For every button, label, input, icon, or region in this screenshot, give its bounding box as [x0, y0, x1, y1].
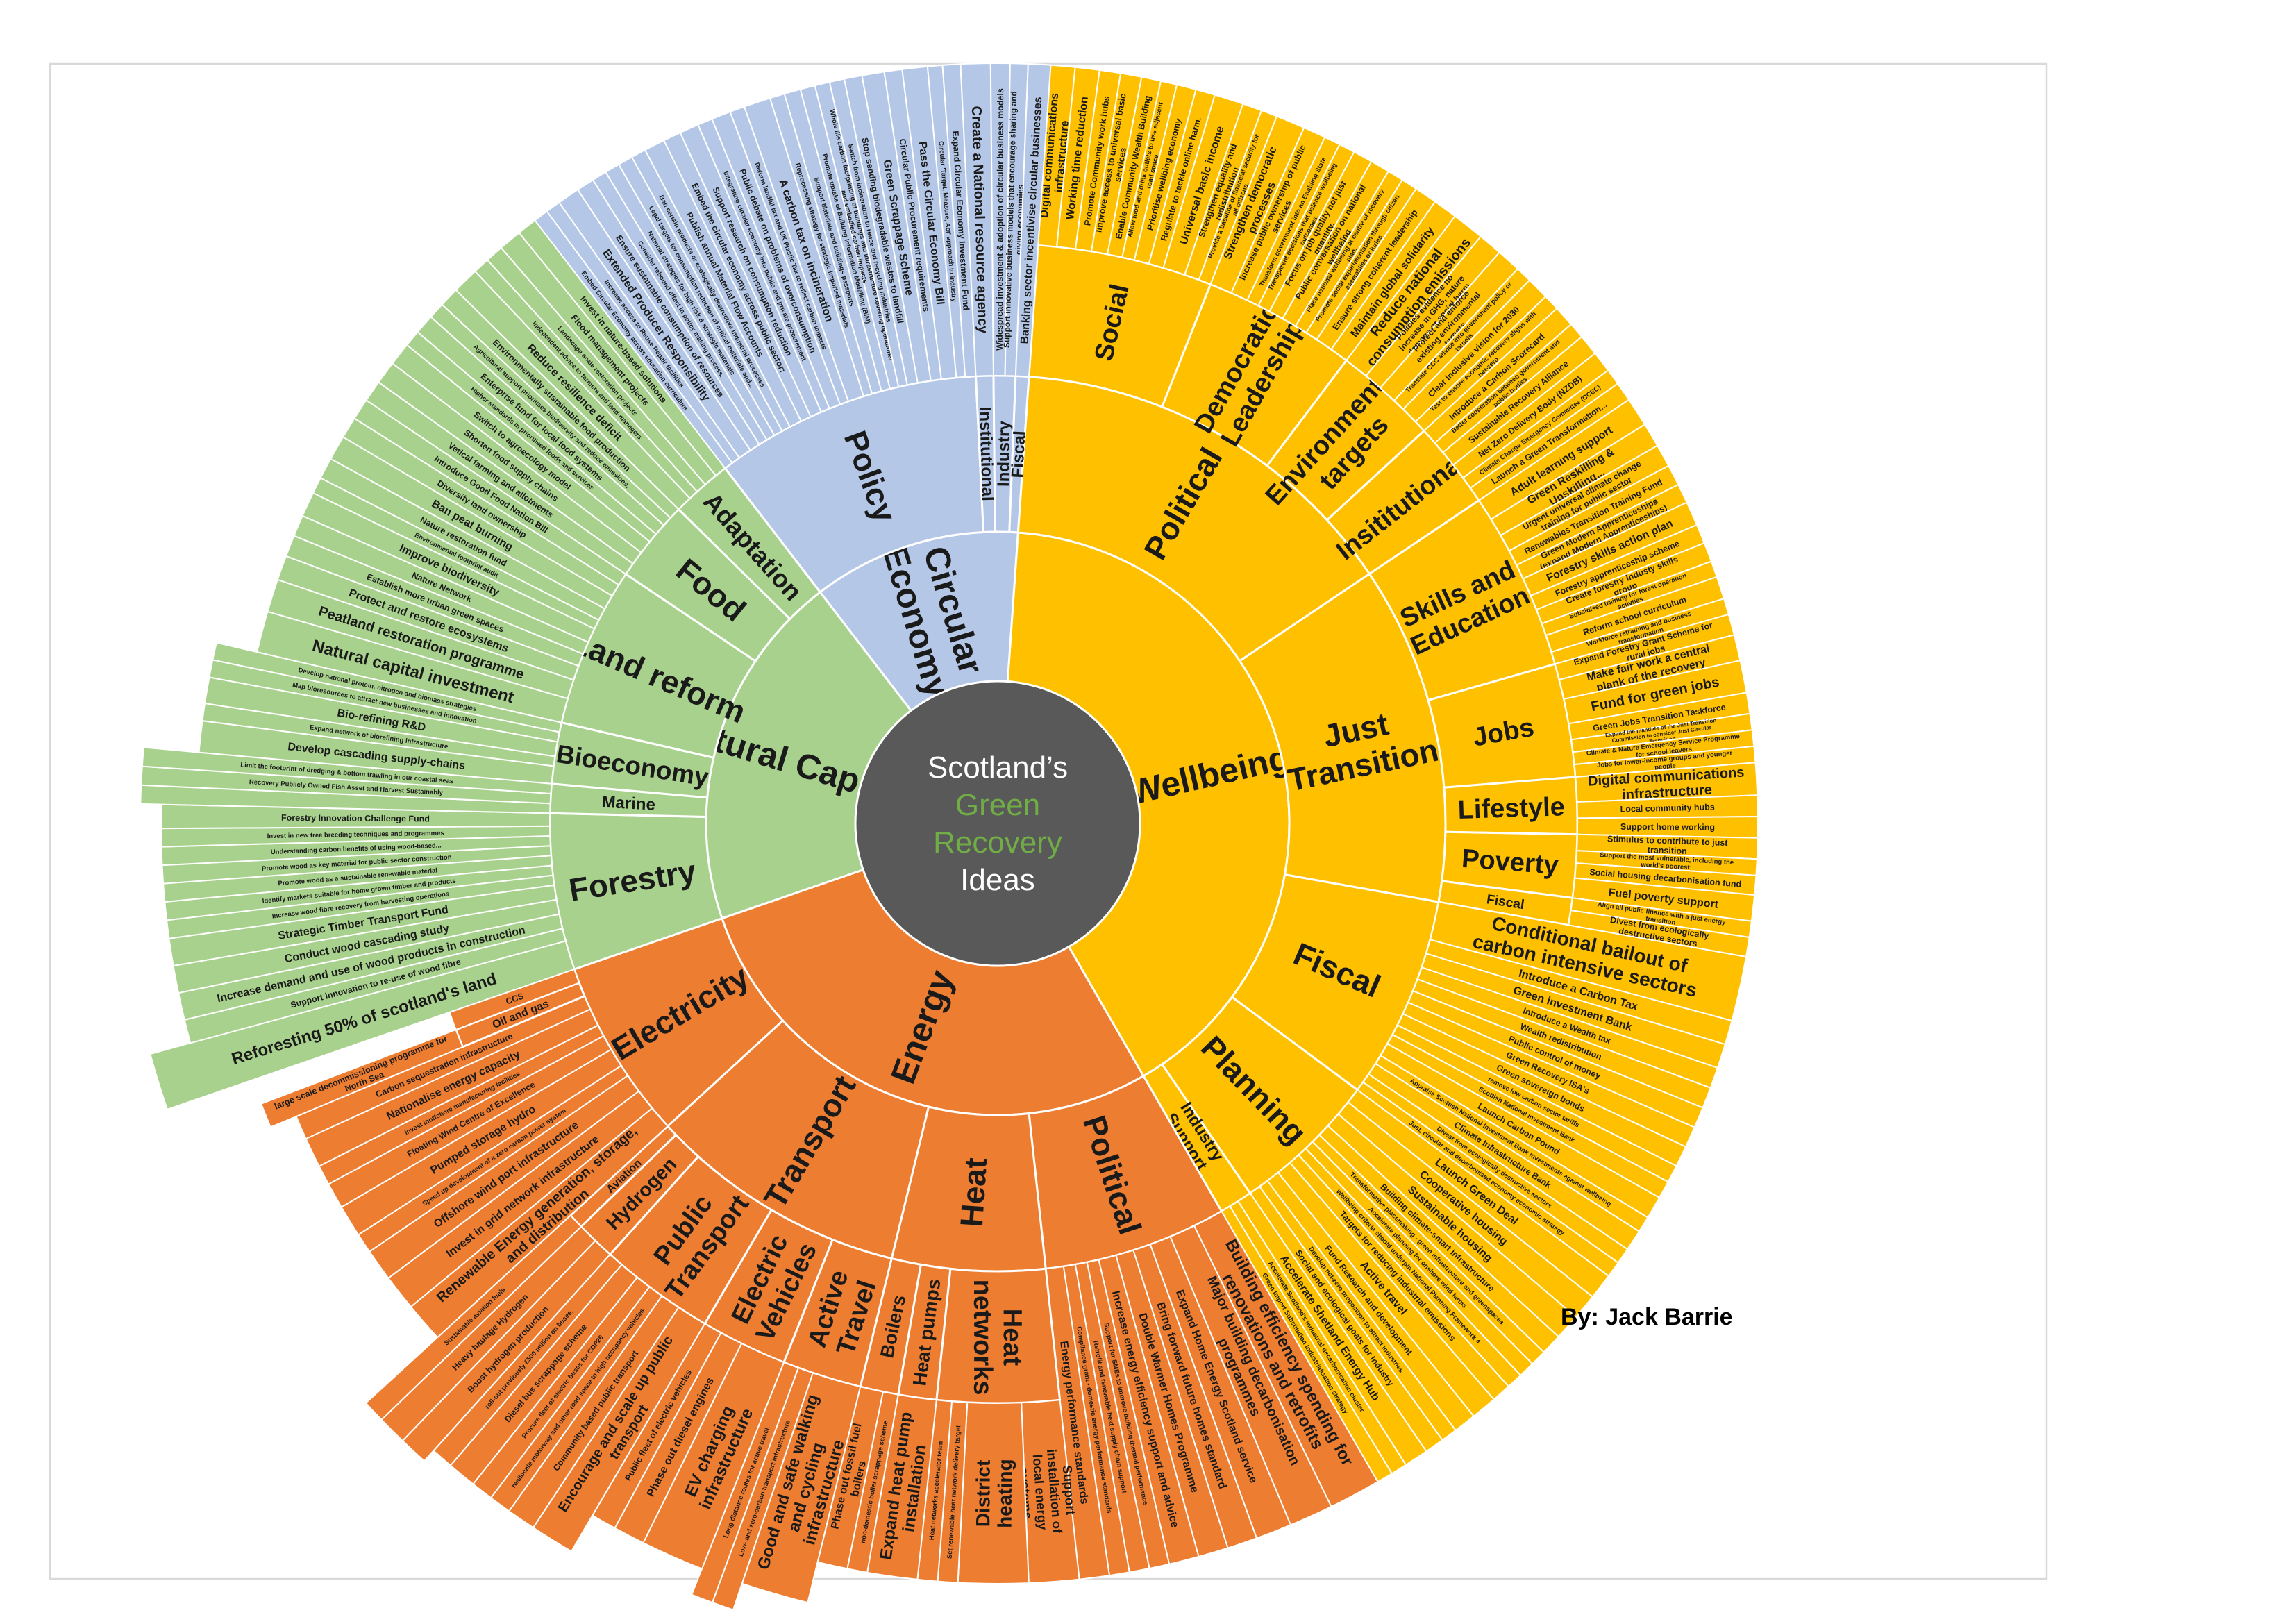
ring-label: Heat — [953, 1157, 994, 1228]
ring-label: Marine — [601, 793, 656, 814]
leaf-label: Forestry Innovation Challenge Fund — [281, 813, 430, 824]
leaf-label: Widespread investment & adoption of circ… — [995, 88, 1005, 351]
leaf-label: Districtheating — [972, 1459, 1016, 1528]
leaf-label: Invest in new tree breeding techniques a… — [267, 830, 444, 840]
ring-label: Fiscal — [1008, 430, 1030, 478]
sunburst-segment — [1014, 62, 1052, 378]
leaf-label: Support home working — [1620, 822, 1715, 832]
ring-label: Heatnetworks — [968, 1280, 1027, 1396]
attribution: By: Jack Barrie — [1561, 1304, 1733, 1330]
chart-title: Scotland’s Green Recovery Ideas — [928, 751, 1068, 897]
center-circle — [854, 680, 1141, 967]
ring-label: Lifestyle — [1457, 792, 1565, 825]
leaf-label: Stimulus to contribute to justtransition — [1607, 834, 1728, 857]
leaf-label: Local community hubs — [1620, 802, 1714, 814]
ring-label: Poverty — [1461, 844, 1559, 880]
